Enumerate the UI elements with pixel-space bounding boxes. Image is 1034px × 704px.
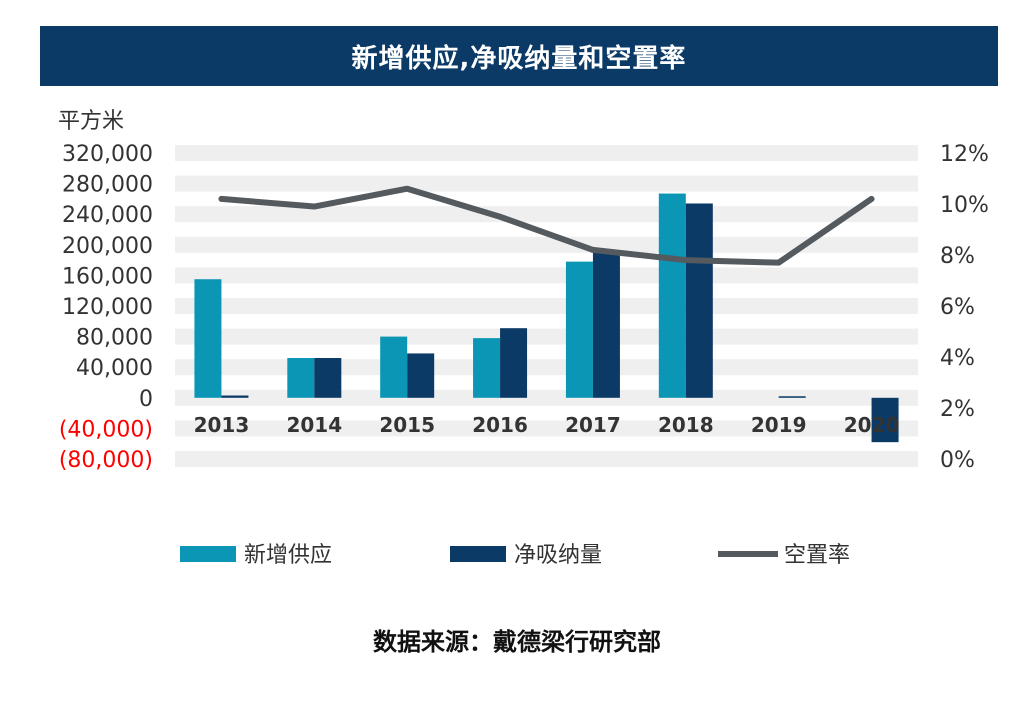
x-tick-label: 2019 [751,413,807,437]
x-axis-labels: 2013 2014 2015 2016 2017 2018 2019 2020 [194,413,900,437]
grid-band [175,359,918,376]
left-tick-label: 320,000 [62,142,153,167]
bar-supply [380,336,408,398]
left-tick-label: 0 [139,387,153,412]
grid-band [175,389,918,406]
bar-absorption [592,252,620,398]
y-axis-unit-label: 平方米 [58,109,124,134]
bar-absorption [500,328,528,398]
grid-bands [175,145,918,467]
bar-supply [473,338,501,398]
left-tick-label: 240,000 [62,203,153,228]
right-axis-ticks: 12% 10% 8% 6% 4% 2% 0% [940,142,989,473]
x-tick-label: 2014 [286,413,342,437]
grid-band [175,206,918,223]
legend-label-absorption: 净吸纳量 [514,543,602,568]
right-tick-label: 12% [940,142,989,167]
bar-absorption [685,203,713,398]
right-tick-label: 0% [940,448,975,473]
left-tick-label: (80,000) [59,448,153,473]
grid-band [175,420,918,437]
legend-swatch-supply [180,546,236,562]
right-tick-label: 8% [940,244,975,269]
left-tick-label: 80,000 [76,326,153,351]
x-tick-label: 2018 [658,413,714,437]
bar-supply [565,261,593,398]
bar-absorption [407,353,435,398]
grid-band [175,145,918,161]
left-tick-label: 200,000 [62,234,153,259]
x-tick-label: 2017 [565,413,621,437]
x-tick-label: 2020 [844,413,900,437]
legend-label-vacancy: 空置率 [784,543,850,568]
right-tick-label: 10% [940,193,989,218]
right-tick-label: 2% [940,397,975,422]
vacancy-line [218,185,875,266]
bar-absorption [871,397,899,443]
bars [194,193,899,443]
data-source: 数据来源：戴德梁行研究部 [373,628,661,656]
left-tick-label: 160,000 [62,264,153,289]
legend-swatch-absorption [450,546,506,562]
bar-supply [194,279,222,398]
bar-supply [287,358,315,398]
left-tick-label: (40,000) [59,417,153,442]
left-tick-label: 120,000 [62,295,153,320]
bar-supply [658,193,686,398]
chart-canvas: 320,000 280,000 240,000 200,000 160,000 120,0… [58,109,989,568]
grid-band [175,298,918,314]
left-axis-ticks: 320,000 280,000 240,000 200,000 160,000 120,0… [59,142,153,473]
vacancy-line-path [218,185,875,266]
bar-absorption [778,396,806,398]
right-tick-label: 4% [940,346,975,371]
bar-absorption [221,395,249,398]
grid-band [175,451,918,467]
chart-title: 新增供应,净吸纳量和空置率 [40,26,998,86]
x-tick-label: 2013 [194,413,250,437]
left-tick-label: 280,000 [62,173,153,198]
x-tick-label: 2016 [472,413,528,437]
bar-absorption [314,358,342,398]
left-tick-label: 40,000 [76,356,153,381]
legend-label-supply: 新增供应 [244,543,332,568]
grid-band [175,175,918,192]
grid-band [175,328,918,345]
legend: 新增供应 净吸纳量 空置率 [180,543,850,568]
x-tick-label: 2015 [379,413,435,437]
grid-band [175,267,918,284]
right-tick-label: 6% [940,295,975,320]
grid-band [175,236,918,253]
